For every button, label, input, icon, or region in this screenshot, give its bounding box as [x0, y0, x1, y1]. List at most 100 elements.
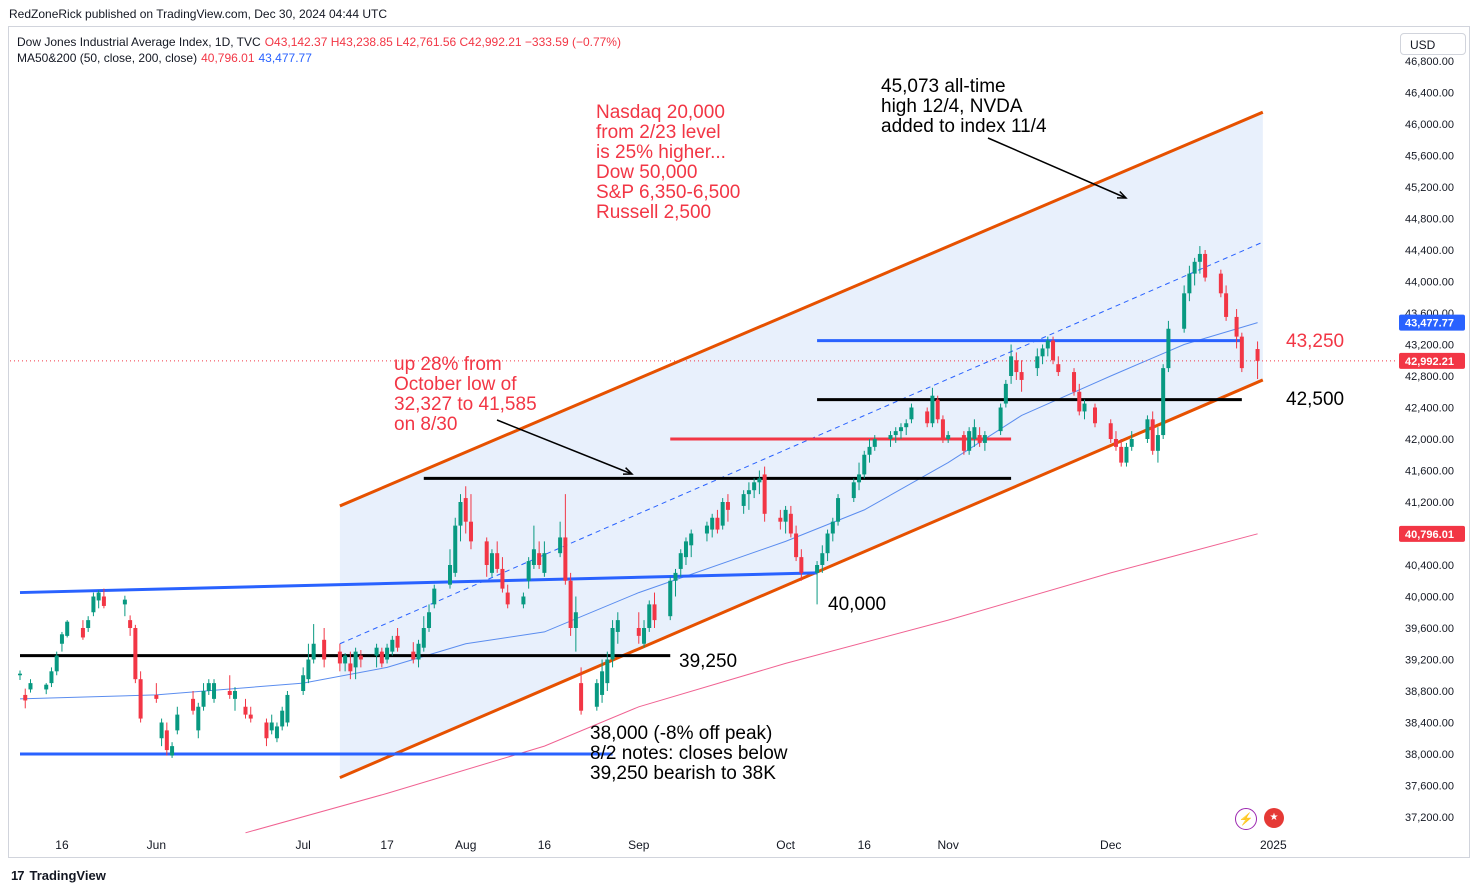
ma-legend: MA50&200 (50, close, 200, close) 40,796.… — [17, 51, 312, 65]
candle-body — [610, 628, 615, 660]
candle-body — [594, 683, 599, 707]
candle-body — [495, 553, 500, 569]
ma50-line — [19, 322, 1258, 700]
y-tick-label: 39,200.00 — [1405, 655, 1454, 667]
candle-body — [794, 533, 799, 558]
annotation-text: up 28% from — [394, 354, 502, 375]
candle-body — [904, 423, 909, 428]
ma50-value: 40,796.01 — [201, 51, 255, 65]
ma-label[interactable]: MA50&200 (50, close, 200, close) — [17, 51, 198, 65]
blue-trend-line — [19, 571, 818, 595]
candle-body — [600, 671, 605, 695]
candle-body — [1224, 293, 1229, 317]
x-tick-label: Nov — [937, 838, 958, 852]
annotation-text: 40,000 — [828, 594, 886, 615]
candle-body — [799, 557, 804, 573]
candle-body — [579, 683, 584, 711]
candle-body — [542, 553, 547, 573]
candle-body — [1187, 273, 1192, 294]
annotation-text: added to index 11/4 — [881, 116, 1047, 137]
candle-body — [972, 427, 977, 439]
candle-body — [322, 639, 327, 660]
candle-body — [1035, 356, 1040, 369]
candle-body — [96, 592, 101, 601]
ohlc-values: O43,142.37 H43,238.85 L42,761.56 C42,992… — [264, 35, 621, 49]
symbol-legend: Dow Jones Industrial Average Index, 1D, … — [17, 35, 621, 49]
currency-button[interactable]: USD — [1400, 33, 1466, 55]
candle-body — [1019, 372, 1024, 380]
candle-body — [416, 643, 421, 660]
x-tick-label: Jun — [147, 838, 166, 852]
lightning-icon[interactable]: ⚡ — [1235, 808, 1257, 830]
annotation-text: 39,250 bearish to 38K — [590, 763, 776, 784]
annotation-text: 42,500 — [1286, 389, 1344, 410]
candle-body — [563, 537, 568, 581]
candle-body — [301, 675, 306, 691]
x-tick-label: Oct — [776, 838, 795, 852]
candle-body — [463, 498, 468, 522]
candle-body — [1014, 360, 1019, 373]
candle-body — [678, 553, 683, 569]
publisher-line: RedZoneRick published on TradingView.com… — [9, 7, 387, 21]
annotation-text: S&P 6,350-6,500 — [596, 182, 740, 203]
candle-body — [1119, 446, 1124, 463]
candle-body — [888, 435, 893, 439]
candle-body — [898, 427, 903, 432]
candle-body — [704, 525, 709, 534]
candle-body — [568, 580, 573, 628]
candle-body — [374, 647, 379, 656]
candle-body — [935, 399, 940, 420]
candle-body — [28, 683, 33, 690]
candle-body — [857, 474, 862, 483]
candle-body — [212, 683, 217, 699]
candle-body — [196, 706, 201, 731]
october-low-arrow-head — [622, 467, 634, 475]
candle-body — [762, 474, 767, 514]
y-tick-label: 38,800.00 — [1405, 686, 1454, 698]
candle-body — [468, 521, 473, 542]
candle-body — [715, 517, 720, 530]
candle-body — [642, 628, 647, 644]
candle-body — [741, 494, 746, 506]
candle-body — [170, 746, 175, 756]
x-tick-label: Jul — [295, 838, 310, 852]
candle-body — [1255, 349, 1260, 361]
candle-body — [138, 679, 143, 719]
candle-body — [128, 620, 133, 628]
candle-body — [1192, 261, 1197, 274]
candle-body — [390, 639, 395, 652]
candle-body — [783, 509, 788, 522]
y-tick-label: 41,200.00 — [1405, 497, 1454, 509]
candle-body — [122, 599, 127, 605]
candle-body — [448, 565, 452, 585]
candle-body — [1056, 364, 1061, 373]
symbol-name[interactable]: Dow Jones Industrial Average Index, 1D, … — [17, 35, 261, 49]
candle-body — [505, 592, 510, 605]
candle-body — [1003, 383, 1008, 404]
us-flag-icon[interactable]: ★ — [1264, 808, 1284, 828]
candle-body — [1093, 407, 1097, 424]
price-badge-label: 42,992.21 — [1405, 356, 1454, 368]
x-tick-label: 16 — [858, 838, 872, 852]
y-tick-label: 40,000.00 — [1405, 592, 1454, 604]
candle-body — [458, 502, 463, 526]
candle-body — [385, 647, 390, 660]
candle-body — [243, 706, 248, 715]
candle-body — [925, 411, 930, 424]
candle-body — [673, 572, 678, 581]
y-tick-label: 38,000.00 — [1405, 749, 1454, 761]
x-tick-label: Sep — [628, 838, 650, 852]
candle-body — [18, 673, 22, 676]
candle-body — [500, 568, 505, 589]
channel-upper-line — [339, 110, 1264, 508]
price-badge — [1399, 352, 1465, 369]
y-tick-label: 44,000.00 — [1405, 277, 1454, 289]
candle-body — [1129, 439, 1134, 447]
x-tick-label: 16 — [538, 838, 552, 852]
annotation-text: 8/2 notes: closes below — [590, 743, 788, 764]
y-tick-label: 41,600.00 — [1405, 466, 1454, 478]
candle-body — [998, 407, 1003, 432]
candle-body — [1182, 293, 1187, 329]
annotation-text: 45,073 all-time — [881, 76, 1006, 97]
